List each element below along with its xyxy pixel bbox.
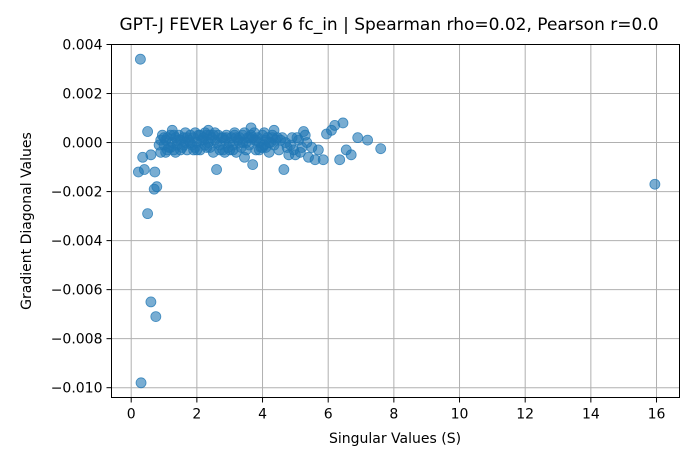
y-tick-label: −0.004 xyxy=(51,234,103,250)
scatter-point xyxy=(142,208,154,220)
scatter-point xyxy=(179,127,191,139)
x-tick-label: 8 xyxy=(389,407,398,423)
scatter-point xyxy=(149,166,161,178)
scatter-point xyxy=(229,127,241,139)
scatter-point xyxy=(153,139,165,151)
scatter-point xyxy=(150,311,162,323)
y-tick-label: 0.000 xyxy=(62,136,102,152)
scatter-point xyxy=(184,137,196,148)
x-tick-label: 14 xyxy=(582,407,600,423)
scatter-point xyxy=(202,124,214,136)
scatter-point xyxy=(268,124,280,136)
scatter-point xyxy=(166,124,178,136)
scatter-point xyxy=(145,149,157,161)
x-tick-label: 10 xyxy=(451,407,469,423)
scatter-point xyxy=(211,164,222,175)
scatter-point xyxy=(170,146,181,158)
x-tick-label: 0 xyxy=(127,407,136,423)
plot-frame xyxy=(111,44,680,398)
scatter-point xyxy=(151,181,163,193)
scatter-point xyxy=(135,377,147,389)
x-tick-label: 16 xyxy=(648,407,666,423)
scatter-point xyxy=(134,53,146,65)
scatter-point xyxy=(217,132,229,144)
scatter-point xyxy=(189,127,201,139)
scatter-point xyxy=(362,134,373,146)
grid-lines xyxy=(111,44,680,398)
scatter-point xyxy=(337,117,349,129)
scatter-point xyxy=(158,132,170,144)
scatter-point xyxy=(352,132,364,144)
x-axis-ticks: 0 2 4 6 8 10 12 14 16 xyxy=(127,397,666,423)
y-tick-label: −0.010 xyxy=(51,381,103,397)
x-axis-label: Singular Values (S) xyxy=(329,431,461,447)
y-tick-label: −0.002 xyxy=(51,185,103,201)
y-tick-label: −0.008 xyxy=(51,332,103,348)
scatter-point xyxy=(191,144,203,156)
scatter-point xyxy=(138,164,150,175)
y-tick-label: −0.006 xyxy=(51,283,103,299)
y-axis-ticks: 0.004 0.002 0.000 −0.002 −0.004 −0.006 −0.008 −… xyxy=(51,38,112,397)
scatter-point xyxy=(245,122,257,134)
scatter-point xyxy=(219,146,231,158)
x-tick-label: 2 xyxy=(192,407,201,423)
scatter-point xyxy=(263,137,275,148)
y-tick-label: 0.004 xyxy=(62,38,102,54)
scatter-point xyxy=(345,149,357,161)
x-tick-label: 6 xyxy=(324,407,333,423)
x-tick-label: 12 xyxy=(516,407,534,423)
scatter-point xyxy=(288,144,300,156)
y-axis-label: Gradient Diagonal Values xyxy=(19,132,35,310)
scatter-point xyxy=(375,143,387,155)
scatter-point xyxy=(258,127,270,139)
scatter-point xyxy=(317,154,329,166)
chart-title: GPT-J FEVER Layer 6 fc_in | Spearman rho… xyxy=(119,15,658,35)
data-points xyxy=(133,53,661,389)
scatter-point xyxy=(247,159,259,171)
scatter-point xyxy=(334,154,346,166)
scatter-point xyxy=(142,126,154,137)
y-tick-label: 0.002 xyxy=(62,87,102,103)
scatter-point xyxy=(301,137,313,148)
x-tick-label: 4 xyxy=(258,407,267,423)
scatter-point xyxy=(145,296,157,308)
scatter-point xyxy=(312,144,324,156)
scatter-point xyxy=(278,164,290,175)
scatter-point xyxy=(649,178,661,190)
